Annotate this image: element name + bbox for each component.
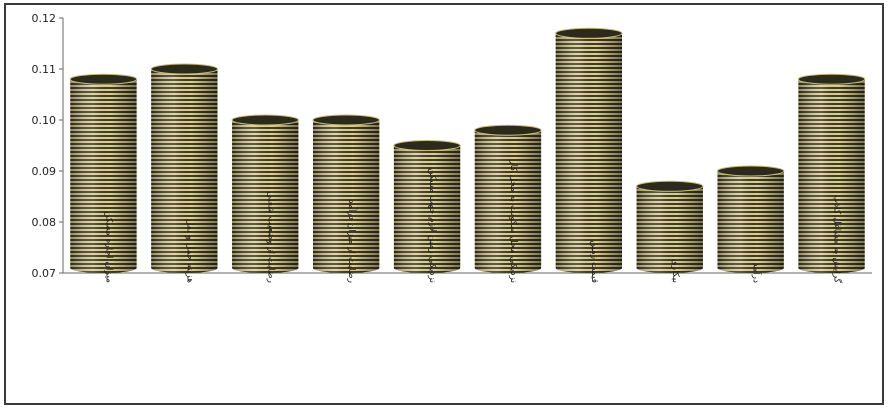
bar-top xyxy=(69,73,138,85)
bar xyxy=(150,63,219,273)
bar-top xyxy=(555,27,623,39)
bar-top xyxy=(312,114,380,126)
y-tick-label: 0.09 xyxy=(32,165,57,178)
bar-top xyxy=(231,114,299,126)
bar-chart: 0.07 0.08 0.09 0.10 0.11 0.12 میزان اجاره مسک… xyxy=(32,12,872,284)
bar-top xyxy=(797,73,866,85)
category-label: بیکاری xyxy=(670,259,680,283)
bar xyxy=(231,114,299,273)
bar-top xyxy=(474,124,542,136)
category-label: رضایت از میزان درآمد xyxy=(346,199,358,283)
category-labels: میزان اجاره مسکن هزینه حمل و نقل رضایت از … xyxy=(103,159,843,284)
bar-shading xyxy=(717,171,784,273)
bar xyxy=(636,180,704,273)
bar-top xyxy=(150,63,219,75)
category-label: نزدیکی زمین لازم جهت مسکن xyxy=(427,168,437,283)
bar xyxy=(69,73,138,274)
bar-shading xyxy=(232,120,299,273)
category-label: رضایت از وضعیت شغلی xyxy=(265,191,275,283)
bar xyxy=(474,124,542,273)
y-tick-label: 0.12 xyxy=(32,12,57,25)
chart-frame: 0.07 0.08 0.09 0.10 0.11 0.12 میزان اجاره مسک… xyxy=(4,3,884,405)
y-tick-label: 0.10 xyxy=(32,114,57,127)
bar-shading xyxy=(474,130,542,273)
category-label: نزدیکی محل سکونت به محل کار xyxy=(508,159,518,283)
bar xyxy=(555,27,623,273)
bar-top xyxy=(393,140,461,151)
bar-shading xyxy=(151,69,218,273)
y-tick-label: 0.07 xyxy=(32,267,57,280)
bar-shading xyxy=(312,120,380,273)
bar-shading xyxy=(555,33,623,273)
bar-shading xyxy=(70,79,137,274)
category-label: قیمت زمین xyxy=(589,240,599,283)
y-tick-label: 0.08 xyxy=(32,216,57,229)
bar xyxy=(393,140,461,273)
bar xyxy=(716,165,785,273)
bar xyxy=(797,73,866,273)
bar-top xyxy=(636,180,704,192)
bar xyxy=(312,114,380,273)
bars xyxy=(69,27,866,274)
category-label: گرایش به مشاغل کاذب xyxy=(832,195,844,284)
category-label: هزینه حمل و نقل xyxy=(184,219,194,283)
bar-shading xyxy=(393,145,461,273)
bar-top xyxy=(716,165,785,177)
category-label: درآمد xyxy=(751,263,763,283)
category-label: میزان اجاره مسکن xyxy=(103,211,113,283)
axes xyxy=(62,18,872,274)
bar-shading xyxy=(798,79,865,273)
bar-shading xyxy=(636,186,703,273)
y-tick-labels: 0.07 0.08 0.09 0.10 0.11 0.12 xyxy=(32,12,63,280)
y-tick-label: 0.11 xyxy=(32,63,57,76)
